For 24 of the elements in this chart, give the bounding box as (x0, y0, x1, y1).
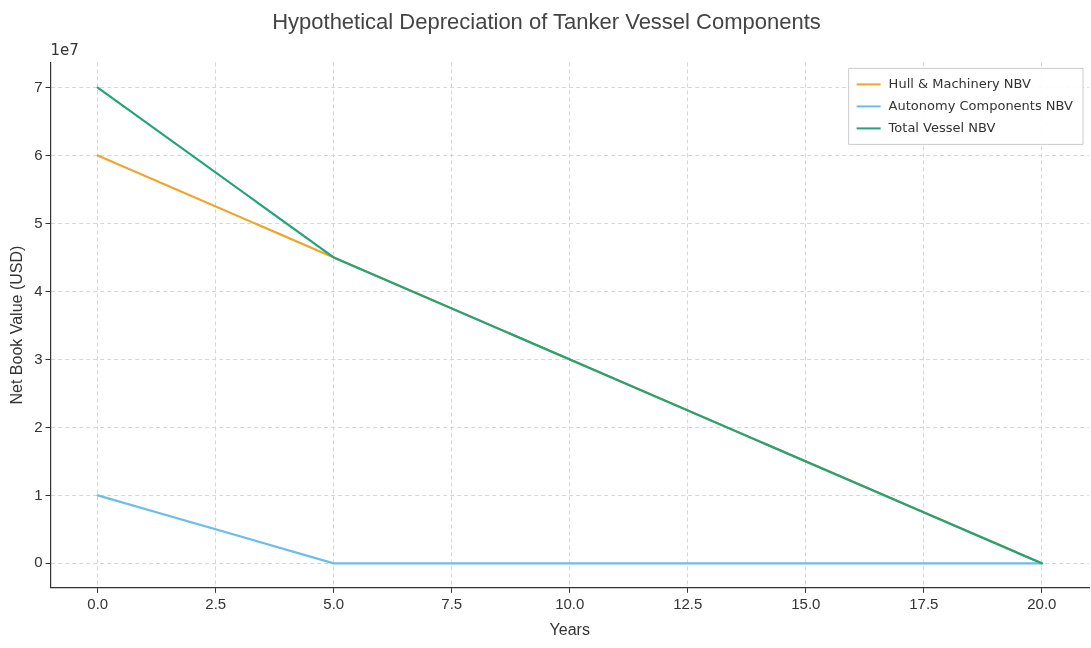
text: 1e7 (50, 40, 79, 59)
y-tick-label: 7 (34, 77, 43, 95)
y-tick-label: 3 (34, 349, 43, 367)
x-tick-label: 2.5 (205, 594, 227, 612)
y-tick-label: 4 (34, 281, 43, 299)
x-tick-label: 15.0 (791, 594, 821, 612)
x-axis-title: Years (549, 620, 590, 638)
y-tick-label: 2 (34, 417, 43, 435)
y-tick-label: 1 (34, 485, 43, 503)
y-tick-label: 0 (34, 553, 43, 571)
x-tick-label: 0.0 (87, 594, 109, 612)
x-tick-label: 5.0 (323, 594, 345, 612)
y-tick-label: 6 (34, 145, 43, 163)
y-tick-label: 5 (34, 213, 43, 231)
x-tick-label: 12.5 (673, 594, 703, 612)
x-tick-label: 7.5 (441, 594, 463, 612)
legend-label: Total Vessel NBV (887, 119, 996, 135)
x-tick-label: 17.5 (909, 594, 939, 612)
chart-title: Hypothetical Depreciation of Tanker Vessel Components (272, 9, 821, 35)
x-tick-label: 10.0 (555, 594, 585, 612)
y-axis-title: Net Book Value (USD) (8, 245, 26, 405)
legend-label: Hull & Machinery NBV (888, 75, 1032, 91)
legend-label: Autonomy Components NBV (888, 97, 1074, 113)
x-tick-label: 20.0 (1027, 594, 1057, 612)
